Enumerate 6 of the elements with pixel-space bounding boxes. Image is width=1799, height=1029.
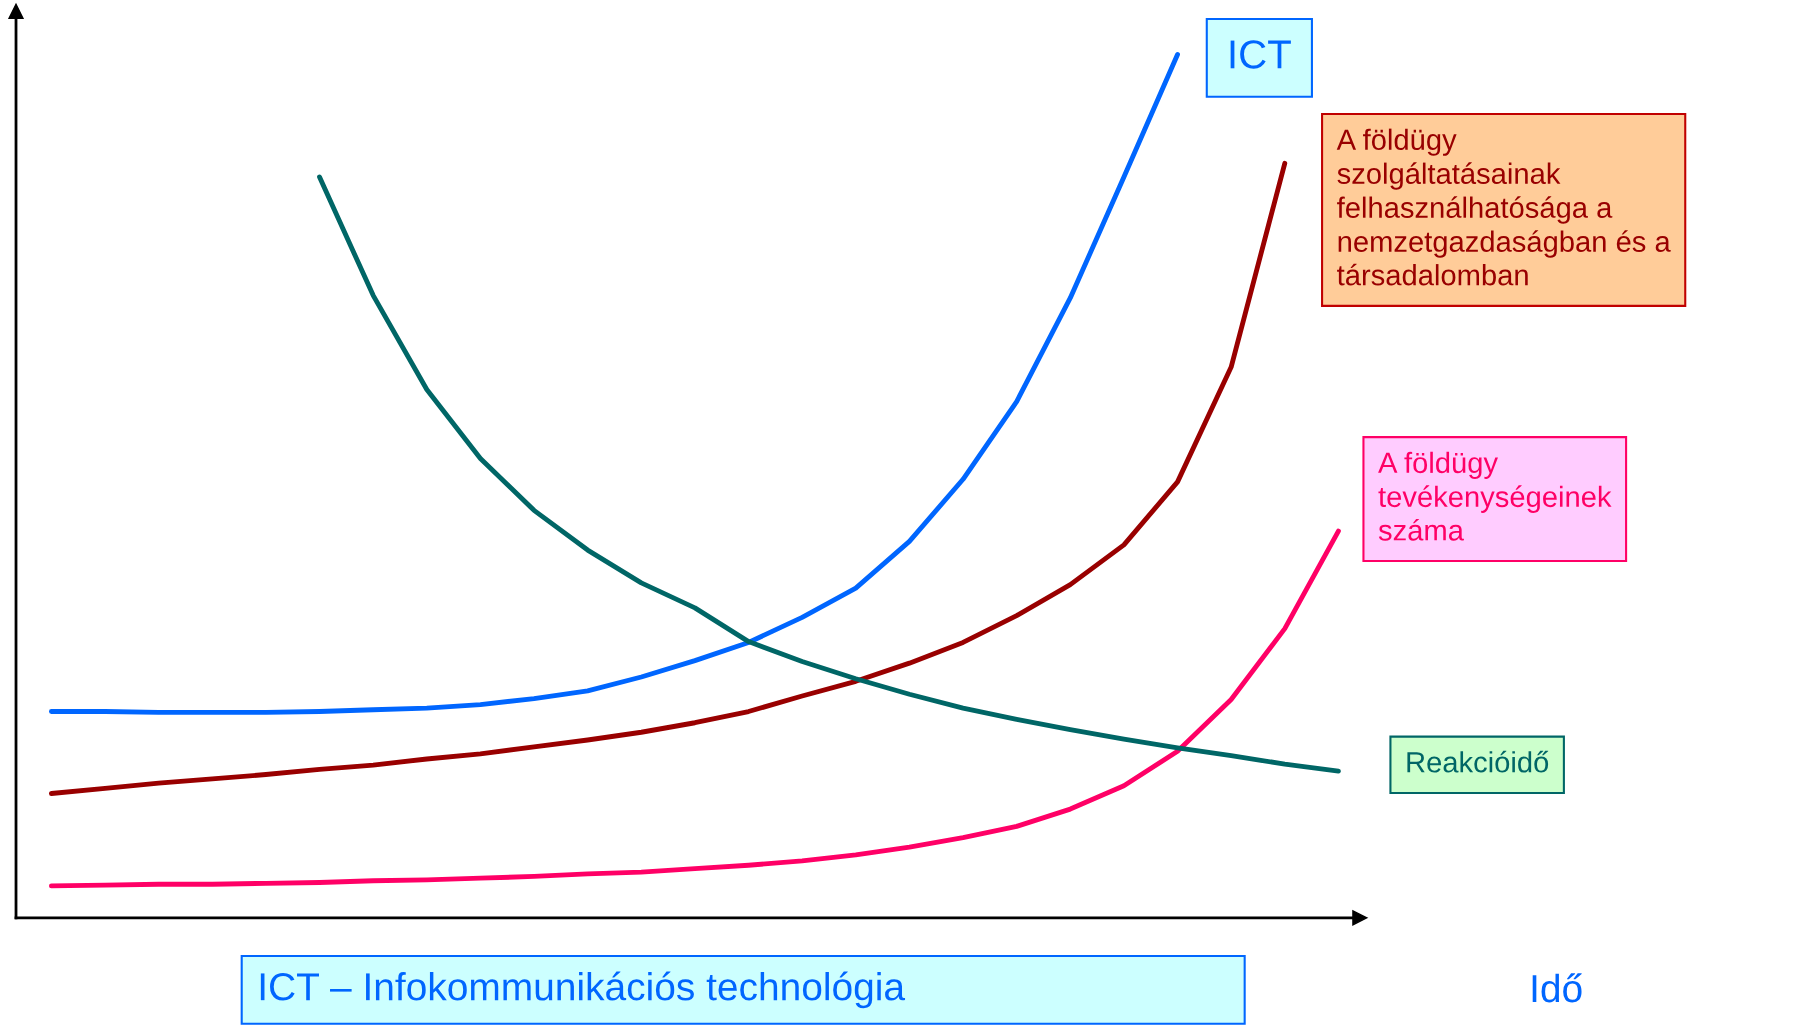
x-axis-title: Idő bbox=[1532, 973, 1582, 1003]
series-label: ICT bbox=[1230, 40, 1291, 69]
text: ICT – Infokommunikációs technológia bbox=[260, 971, 906, 1009]
series-label: A földügy tevékenységeinek száma bbox=[1378, 451, 1612, 541]
text: Reakcióidő bbox=[1407, 750, 1549, 773]
text: A földügy szolgáltatásainak felhasználhatósága a nemzetgazdaságban és a társadalomban bbox=[1336, 128, 1671, 286]
